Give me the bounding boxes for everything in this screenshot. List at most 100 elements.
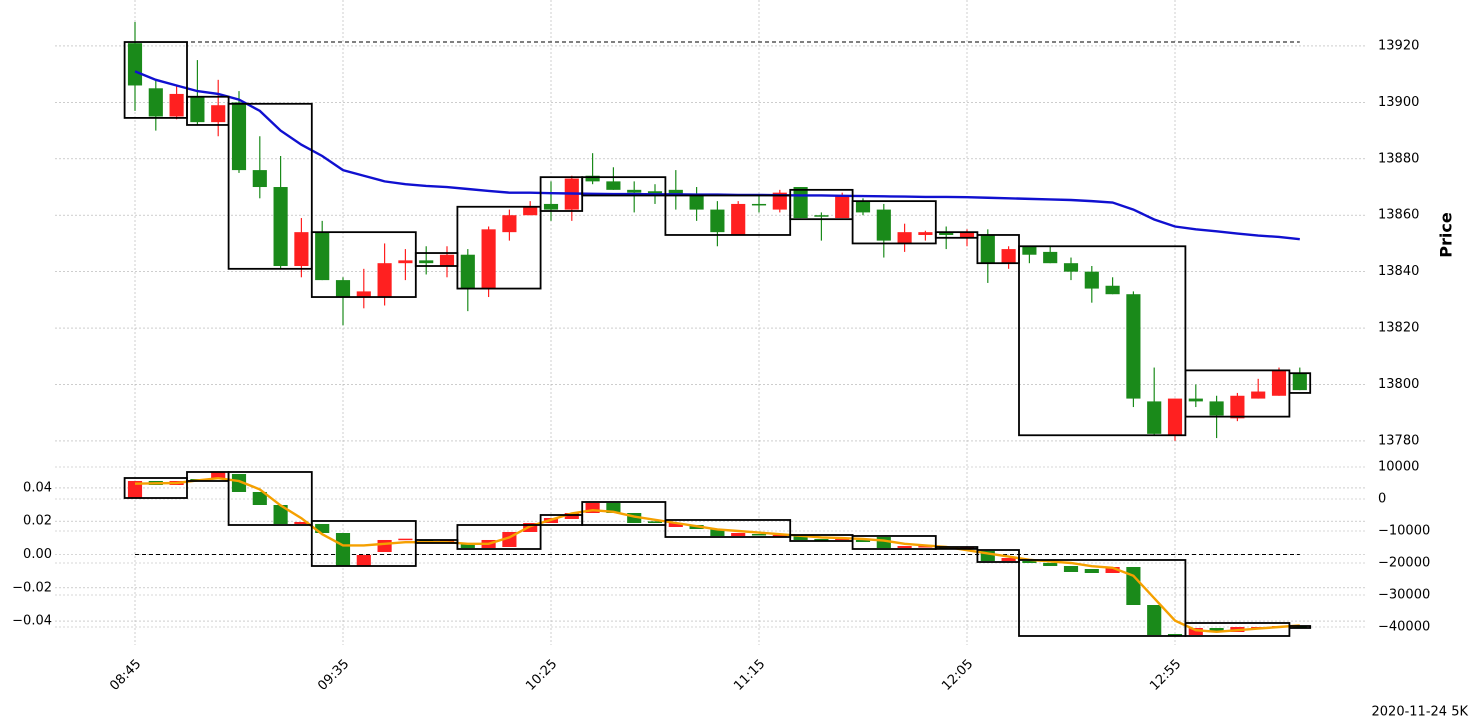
candle-body xyxy=(1001,249,1016,264)
candle-body xyxy=(939,232,954,235)
candle-body xyxy=(1292,373,1307,391)
candle-body xyxy=(710,209,725,233)
box xyxy=(1288,625,1312,629)
candle-body xyxy=(876,209,891,241)
candle-body xyxy=(980,550,995,561)
candle-body xyxy=(127,43,143,86)
candle-body xyxy=(273,504,288,524)
candle-body xyxy=(1043,251,1058,264)
candle-body xyxy=(668,522,683,527)
box xyxy=(1184,622,1291,637)
y-tick-label: −10000 xyxy=(1378,523,1430,538)
candle-body xyxy=(1043,562,1058,567)
candle-body xyxy=(523,206,538,216)
candle-body xyxy=(273,187,288,267)
candle-body xyxy=(814,538,829,541)
box xyxy=(456,524,542,550)
x-tick-label: 11:15 xyxy=(731,657,768,694)
candle-body xyxy=(585,502,600,513)
box xyxy=(851,200,937,245)
box xyxy=(976,549,1020,563)
x-tick-label: 10:25 xyxy=(523,657,560,694)
candle-body xyxy=(606,502,621,513)
candle-body xyxy=(1209,401,1224,416)
box xyxy=(1288,372,1312,394)
candle-body xyxy=(959,232,975,238)
y-tick-label: −40000 xyxy=(1378,619,1430,634)
candle-body xyxy=(1167,398,1183,436)
candle-body xyxy=(897,232,912,244)
box xyxy=(227,102,313,270)
candle-body xyxy=(460,254,475,289)
candle-body xyxy=(502,215,517,233)
y-tick-label: 13820 xyxy=(1378,321,1419,336)
candle-body xyxy=(335,280,351,298)
candle-body xyxy=(211,471,226,479)
y-tick-label: 13900 xyxy=(1378,95,1419,110)
candle-body xyxy=(647,521,663,523)
y-tick-label: 13800 xyxy=(1378,377,1419,392)
candle-body xyxy=(772,534,787,537)
candle-body xyxy=(855,539,871,543)
candle-body xyxy=(585,175,600,182)
candle-body xyxy=(1063,566,1079,572)
box xyxy=(934,546,979,550)
candle-body xyxy=(959,546,975,549)
candle-body xyxy=(481,229,496,289)
candle-body xyxy=(814,215,829,217)
candle-body xyxy=(1084,271,1099,289)
candle-body xyxy=(190,96,205,123)
candle-body xyxy=(1001,558,1016,561)
candle-body xyxy=(564,512,579,519)
candle-body xyxy=(1251,391,1266,399)
candle-body xyxy=(1147,401,1162,434)
candle-body xyxy=(835,195,850,219)
candle-body xyxy=(419,260,434,264)
candle-body xyxy=(294,522,309,524)
candle-body xyxy=(294,232,309,267)
x-tick-label: 12:05 xyxy=(939,657,976,694)
candle-body xyxy=(1271,370,1287,396)
y-tick-label: 0.00 xyxy=(23,547,52,562)
candle-body xyxy=(1147,604,1162,635)
candle-body xyxy=(148,88,163,117)
candle-body xyxy=(918,546,933,548)
y-tick-label: 13860 xyxy=(1378,208,1419,223)
candle-body xyxy=(918,232,933,235)
candle-body xyxy=(980,234,995,264)
y-tick-label: 13840 xyxy=(1378,264,1419,279)
y-axis-label: Price xyxy=(1437,212,1456,258)
y-tick-label: 0 xyxy=(1378,491,1386,506)
box xyxy=(123,41,188,119)
candle-body xyxy=(1209,627,1224,632)
candle-body xyxy=(751,203,767,206)
box xyxy=(581,501,667,526)
candle-body xyxy=(710,528,725,536)
y-tick-label: 13920 xyxy=(1378,38,1419,53)
candle-body xyxy=(231,102,247,171)
box xyxy=(664,519,792,538)
candle-body xyxy=(169,93,184,117)
candle-body xyxy=(731,203,746,235)
y-tick-label: −0.04 xyxy=(12,614,52,629)
y-tick-label: −30000 xyxy=(1378,587,1430,602)
y-tick-label: −20000 xyxy=(1378,555,1430,570)
candle-body xyxy=(127,480,143,499)
x-tick-label: 09:35 xyxy=(315,657,352,694)
candle-body xyxy=(1188,627,1203,635)
box xyxy=(581,176,667,197)
candle-body xyxy=(627,189,642,193)
box xyxy=(851,535,937,550)
candle-body xyxy=(231,474,247,492)
candle-body xyxy=(377,263,392,298)
candle-body xyxy=(252,491,267,505)
candle-body xyxy=(1167,634,1183,636)
candle-body xyxy=(751,534,767,536)
box xyxy=(1018,245,1187,437)
candle-body xyxy=(1188,398,1203,402)
candle-body xyxy=(1022,246,1037,255)
y-tick-label: 13780 xyxy=(1378,433,1419,448)
candle-body xyxy=(377,539,392,552)
candle-body xyxy=(439,254,455,267)
